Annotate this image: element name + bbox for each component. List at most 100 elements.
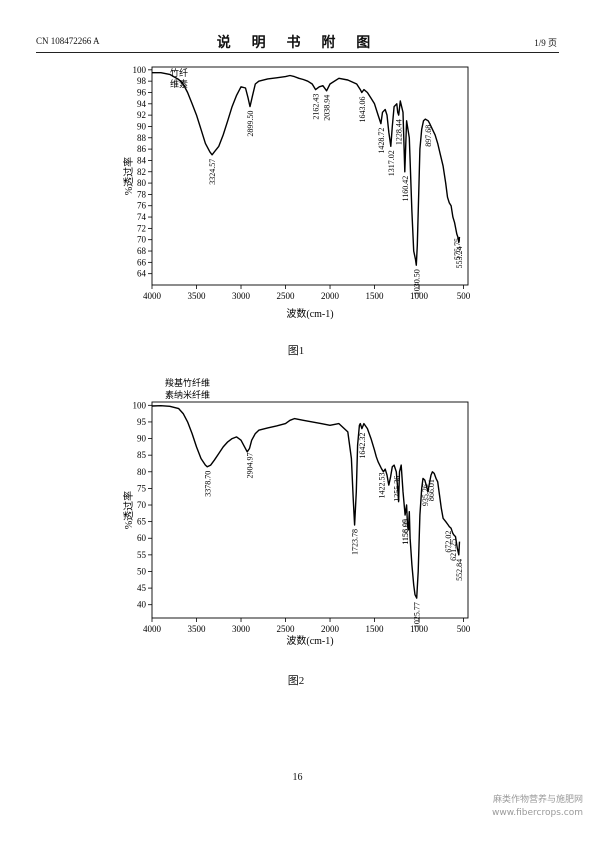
y-tick-label: 40 [137,600,147,610]
peak-label: 897.68 [424,125,433,147]
y-tick-label: 100 [133,400,147,410]
peak-label: 1030.50 [412,269,421,295]
x-tick-label: 1500 [366,624,385,634]
y-tick-label: 70 [137,235,147,245]
watermark-line-1: 麻类作物营养与施肥网 [492,795,583,805]
x-axis-title: 波数(cm-1) [286,634,333,647]
y-tick-label: 85 [137,450,147,460]
watermark-line-2: www.fibercrops.com [492,808,583,818]
peak-label: 1160.42 [401,176,410,202]
y-tick-label: 80 [137,178,147,188]
peak-label: 1025.77 [413,602,422,628]
peak-label: 2899.50 [246,111,255,137]
y-tick-label: 68 [137,246,147,256]
x-axis-title: 波数(cm-1) [286,307,333,320]
y-tick-label: 86 [137,144,147,154]
figure-2-caption: 图2 [287,675,305,687]
spectrum-line [151,405,461,599]
spectrum-line [152,72,461,266]
x-tick-label: 3000 [232,624,251,634]
x-tick-label: 4000 [143,624,162,634]
peak-label: 1643.06 [358,96,367,122]
x-tick-label: 500 [457,624,471,634]
peak-label: 2904.97 [245,453,254,479]
y-tick-label: 92 [137,110,146,120]
y-tick-label: 96 [137,87,147,97]
y-tick-label: 45 [137,583,147,593]
x-tick-label: 1000 [410,624,429,634]
x-tick-label: 1500 [366,291,385,301]
y-tick-label: 90 [137,121,147,131]
y-tick-label: 64 [137,269,147,279]
peak-label: 866.01 [427,479,436,501]
y-axis-title: %透过率 [122,157,135,195]
peak-label: 1723.78 [351,529,360,555]
y-axis-title: %透过率 [122,491,135,529]
plot-frame [151,401,469,619]
peak-label: 1422.53 [377,472,386,498]
legend-label: 竹纤维素 [170,67,188,89]
y-tick-label: 72 [137,223,146,233]
peak-label: 1228.44 [395,119,404,145]
y-tick-label: 60 [137,533,147,543]
header-divider [36,52,559,53]
y-tick-label: 95 [137,417,147,427]
peak-label: 575.75 [453,238,462,260]
figure-1-caption: 图1 [287,345,305,357]
page-number: 16 [292,772,303,783]
y-tick-label: 94 [137,99,147,109]
x-tick-label: 1000 [410,291,429,301]
peak-label: 3324.57 [208,159,217,185]
x-tick-label: 2000 [321,291,340,301]
x-tick-label: 3500 [188,291,207,301]
peak-label: 1642.32 [358,433,367,459]
peak-label: 1255.36 [392,476,401,502]
peak-label: 1156.09 [401,519,410,545]
x-tick-label: 2500 [277,624,296,634]
peak-label: 552.84 [455,559,464,581]
y-tick-label: 78 [137,189,147,199]
peak-label: 1158.95 [401,519,410,545]
page-info: 1/9 页 [534,38,557,48]
x-tick-label: 2000 [321,624,340,634]
x-tick-label: 3500 [188,624,207,634]
peak-label: 553.24 [455,247,464,269]
legend-line: 羧基竹纤维 [165,378,210,388]
y-tick-label: 82 [137,167,146,177]
legend-label: 羧基竹纤维素纳米纤维 [165,378,210,400]
page-heading: 说 明 书 附 图 [216,35,379,51]
y-tick-label: 76 [137,201,147,211]
peak-label: 672.02 [444,531,453,553]
legend-line: 素纳米纤维 [165,389,210,400]
y-tick-label: 66 [137,257,147,267]
legend-line: 维素 [170,78,188,89]
x-tick-label: 3000 [232,291,251,301]
y-tick-label: 90 [137,434,147,444]
ir-spectrum-chart-2: 4000 3500 3000 2500 2000 1500 1000 500 40 45 50 55 6… [122,378,471,647]
watermark: 麻类作物营养与施肥网 www.fibercrops.com [492,794,583,820]
y-tick-label: 80 [137,467,147,477]
peak-label: 3378.70 [203,471,212,497]
y-tick-label: 50 [137,566,147,576]
peak-label: 621.25 [449,539,458,561]
y-tick-label: 65 [137,517,147,527]
peak-label: 2162.43 [312,94,321,120]
legend-line: 竹纤 [170,67,188,78]
patent-number: CN 108472266 A [36,36,100,46]
y-tick-label: 84 [137,155,147,165]
peak-label: 2038.94 [323,95,332,121]
y-tick-label: 74 [137,212,147,222]
x-tick-label: 2500 [277,291,296,301]
y-tick-label: 98 [137,76,147,86]
plot-frame [151,66,469,286]
peak-label: 1317.02 [387,150,396,176]
peak-label: 1428.72 [377,128,386,154]
y-tick-label: 100 [133,65,147,75]
x-tick-label: 4000 [143,291,162,301]
y-tick-label: 55 [137,550,147,560]
peak-label: 935.26 [421,484,430,506]
y-tick-label: 88 [137,133,147,143]
y-tick-label: 70 [137,500,147,510]
x-tick-label: 500 [457,291,471,301]
